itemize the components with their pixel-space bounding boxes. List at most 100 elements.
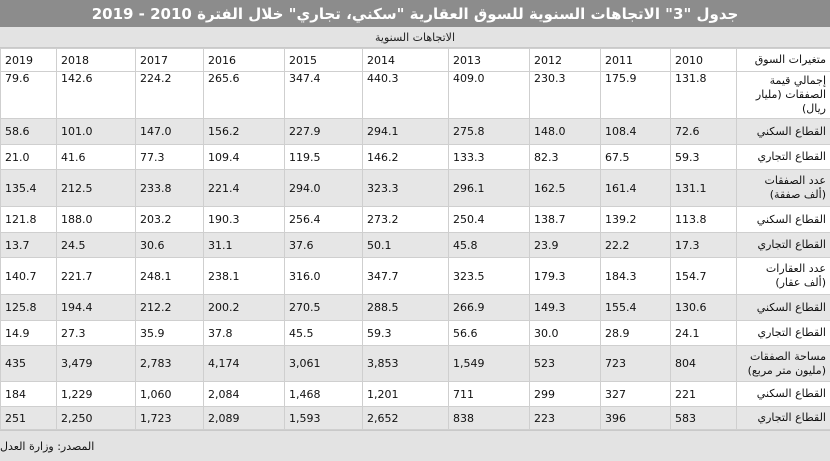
table-cell: 35.9 <box>135 320 204 346</box>
table-cell: 140.7 <box>0 257 57 295</box>
table-cell: 316.0 <box>284 257 363 295</box>
table-cell: 37.6 <box>284 232 363 258</box>
table-cell: 523 <box>529 345 601 382</box>
row-label: القطاع السكني <box>736 294 830 321</box>
table-row: 251 2,250 1,723 2,089 1,593 2,652 838 223 396 583… <box>0 406 830 430</box>
table-cell: 28.9 <box>600 320 671 346</box>
table-cell: 265.6 <box>203 71 285 119</box>
table-title: جدول "3" الاتجاهات السنوية للسوق العقاري… <box>0 0 830 27</box>
table-cell: 146.2 <box>362 144 449 170</box>
table-cell: 77.3 <box>135 144 204 170</box>
table-cell: 230.3 <box>529 71 601 119</box>
table-cell: 323.3 <box>362 169 449 207</box>
row-label: القطاع التجاري <box>736 406 830 430</box>
table-cell: 435 <box>0 345 57 382</box>
table-cell: 221.7 <box>56 257 136 295</box>
table-cell: 251 <box>0 406 57 430</box>
table-cell: 133.3 <box>448 144 530 170</box>
table-cell: 238.1 <box>203 257 285 295</box>
table-cell: 1,201 <box>362 381 449 407</box>
table-row: 14.9 27.3 35.9 37.8 45.5 59.3 56.6 30.0 28.9 24.1… <box>0 320 830 346</box>
table-cell: 250.4 <box>448 206 530 233</box>
table-cell: 142.6 <box>56 71 136 119</box>
table-row: 435 3,479 2,783 4,174 3,061 3,853 1,549 523 723 8… <box>0 345 830 382</box>
row-label: القطاع السكني <box>736 206 830 233</box>
table-cell: 154.7 <box>670 257 737 295</box>
table-row: 21.0 41.6 77.3 109.4 119.5 146.2 133.3 82.3 67.5… <box>0 144 830 170</box>
table-cell: 1,468 <box>284 381 363 407</box>
table-cell: 27.3 <box>56 320 136 346</box>
table-cell: 30.6 <box>135 232 204 258</box>
table-cell: 149.3 <box>529 294 601 321</box>
table-cell: 4,174 <box>203 345 285 382</box>
table-row: 58.6 101.0 147.0 156.2 227.9 294.1 275.8 148.0 1… <box>0 118 830 145</box>
table-cell: 409.0 <box>448 71 530 119</box>
table-cell: 148.0 <box>529 118 601 145</box>
table-cell: 266.9 <box>448 294 530 321</box>
year-header: 2019 <box>0 48 57 72</box>
table-cell: 212.2 <box>135 294 204 321</box>
table-cell: 108.4 <box>600 118 671 145</box>
table-row: 79.6 142.6 224.2 265.6 347.4 440.3 409.0 230.3 1… <box>0 71 830 119</box>
table-cell: 113.8 <box>670 206 737 233</box>
table-cell: 184 <box>0 381 57 407</box>
table-cell: 296.1 <box>448 169 530 207</box>
table-cell: 838 <box>448 406 530 430</box>
table-cell: 82.3 <box>529 144 601 170</box>
table-cell: 440.3 <box>362 71 449 119</box>
table-cell: 135.4 <box>0 169 57 207</box>
table-cell: 194.4 <box>56 294 136 321</box>
table-cell: 2,783 <box>135 345 204 382</box>
year-header: 2016 <box>203 48 285 72</box>
data-table: 2019 2018 2017 2016 2015 2014 2013 2012 … <box>0 48 830 430</box>
table-cell: 37.8 <box>203 320 285 346</box>
table-cell: 155.4 <box>600 294 671 321</box>
table-cell: 221.4 <box>203 169 285 207</box>
table-cell: 2,250 <box>56 406 136 430</box>
table-cell: 59.3 <box>362 320 449 346</box>
header-row: 2019 2018 2017 2016 2015 2014 2013 2012 … <box>0 48 830 72</box>
table-cell: 190.3 <box>203 206 285 233</box>
table-cell: 3,853 <box>362 345 449 382</box>
table-cell: 131.1 <box>670 169 737 207</box>
table-cell: 23.9 <box>529 232 601 258</box>
table-cell: 41.6 <box>56 144 136 170</box>
table-cell: 1,723 <box>135 406 204 430</box>
year-header: 2017 <box>135 48 204 72</box>
row-label: القطاع السكني <box>736 118 830 145</box>
table-cell: 2,089 <box>203 406 285 430</box>
row-label: القطاع التجاري <box>736 232 830 258</box>
table-cell: 804 <box>670 345 737 382</box>
year-header: 2011 <box>600 48 671 72</box>
row-label: إجمالي قيمة الصفقات (مليار ريال) <box>736 71 830 119</box>
table-cell: 72.6 <box>670 118 737 145</box>
table-cell: 323.5 <box>448 257 530 295</box>
year-header: 2012 <box>529 48 601 72</box>
table-cell: 138.7 <box>529 206 601 233</box>
table-cell: 79.6 <box>0 71 57 119</box>
table-cell: 17.3 <box>670 232 737 258</box>
table-cell: 327 <box>600 381 671 407</box>
table-cell: 45.5 <box>284 320 363 346</box>
table-cell: 24.1 <box>670 320 737 346</box>
source-note: المصدر: وزارة العدل <box>0 430 830 461</box>
table-cell: 147.0 <box>135 118 204 145</box>
table-subtitle: الاتجاهات السنوية <box>0 27 830 48</box>
table-cell: 156.2 <box>203 118 285 145</box>
table-row: 125.8 194.4 212.2 200.2 270.5 288.5 266.9 149.3… <box>0 294 830 321</box>
table-cell: 101.0 <box>56 118 136 145</box>
table-cell: 188.0 <box>56 206 136 233</box>
year-header: 2018 <box>56 48 136 72</box>
table-cell: 1,549 <box>448 345 530 382</box>
table-cell: 1,060 <box>135 381 204 407</box>
table-cell: 109.4 <box>203 144 285 170</box>
table-row: 135.4 212.5 233.8 221.4 294.0 323.3 296.1 162.5… <box>0 169 830 207</box>
year-header: 2014 <box>362 48 449 72</box>
table-cell: 3,479 <box>56 345 136 382</box>
table-cell: 288.5 <box>362 294 449 321</box>
table-cell: 67.5 <box>600 144 671 170</box>
table-cell: 131.8 <box>670 71 737 119</box>
row-label: القطاع التجاري <box>736 144 830 170</box>
table-cell: 56.6 <box>448 320 530 346</box>
